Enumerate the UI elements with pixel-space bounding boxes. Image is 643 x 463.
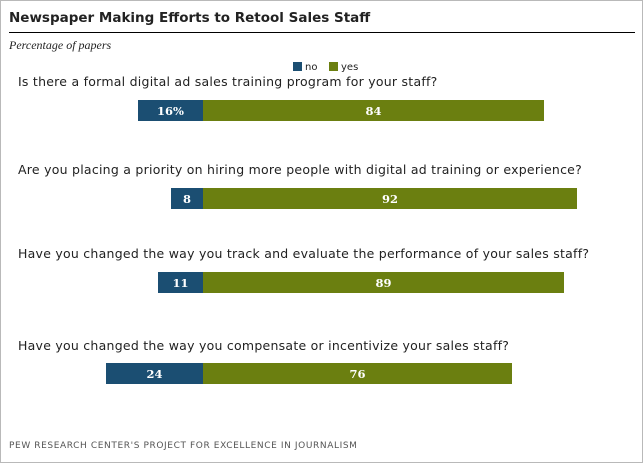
question-label: Is there a formal digital ad sales train… bbox=[18, 74, 438, 89]
bar-yes: 76 bbox=[203, 363, 512, 384]
bar-yes: 89 bbox=[203, 272, 564, 293]
legend-label-yes: yes bbox=[341, 62, 359, 73]
bar-row: 11 89 bbox=[158, 272, 564, 293]
legend-label-no: no bbox=[305, 62, 318, 73]
legend-swatch-yes bbox=[329, 62, 338, 71]
bar-no: 8 bbox=[171, 188, 203, 209]
bar-yes: 92 bbox=[203, 188, 577, 209]
source-footer: PEW RESEARCH CENTER'S PROJECT FOR EXCELL… bbox=[9, 441, 358, 451]
title-divider bbox=[9, 32, 635, 33]
chart-subtitle: Percentage of papers bbox=[9, 38, 112, 52]
bar-no: 16% bbox=[138, 100, 203, 121]
bar-no: 24 bbox=[106, 363, 203, 384]
legend-swatch-no bbox=[293, 62, 302, 71]
bar-yes: 84 bbox=[203, 100, 544, 121]
question-label: Have you changed the way you track and e… bbox=[18, 246, 590, 261]
legend-item-no: no bbox=[293, 62, 317, 73]
chart-title: Newspaper Making Efforts to Retool Sales… bbox=[9, 10, 371, 26]
bar-row: 8 92 bbox=[171, 188, 577, 209]
bar-row: 16% 84 bbox=[138, 100, 544, 121]
bar-no: 11 bbox=[158, 272, 203, 293]
legend-item-yes: yes bbox=[329, 62, 358, 73]
bar-row: 24 76 bbox=[106, 363, 512, 384]
question-label: Are you placing a priority on hiring mor… bbox=[18, 162, 583, 177]
question-label: Have you changed the way you compensate … bbox=[18, 338, 510, 353]
